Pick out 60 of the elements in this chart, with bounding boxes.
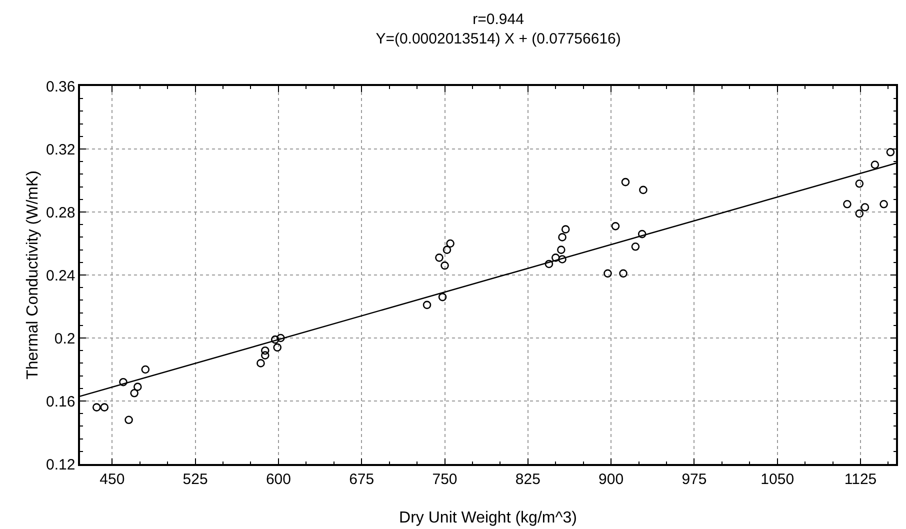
x-tick-label: 825	[515, 470, 540, 488]
point	[92, 403, 101, 412]
y-axis-title: Thermal Conductivity (W/mK)	[24, 170, 42, 380]
point	[261, 351, 270, 360]
y-tick-label: 0.12	[46, 456, 76, 474]
point	[134, 382, 142, 391]
point	[124, 416, 133, 424]
point	[611, 222, 620, 230]
point	[557, 246, 566, 254]
point	[261, 346, 270, 355]
point	[551, 254, 560, 262]
point	[604, 269, 612, 278]
point	[438, 292, 447, 302]
point	[639, 186, 648, 194]
x-tick-label: 675	[349, 470, 374, 488]
point	[442, 246, 452, 254]
point	[435, 254, 444, 262]
point	[273, 343, 282, 352]
point	[860, 203, 870, 212]
point	[446, 239, 454, 248]
point	[544, 260, 554, 268]
point	[440, 261, 449, 270]
y-tick-label: 0.32	[46, 141, 76, 158]
point	[631, 242, 640, 251]
x-tick-label: 900	[598, 470, 624, 488]
point	[886, 148, 895, 156]
y-tick-label: 0.16	[46, 393, 76, 410]
y-tick-label: 0.2	[54, 330, 76, 348]
point	[256, 359, 265, 368]
point	[130, 388, 138, 398]
y-tick-label: 0.28	[46, 204, 76, 222]
x-tick-label: 525	[182, 470, 208, 488]
y-tick-label: 0.36	[46, 78, 76, 96]
point	[270, 335, 280, 344]
point	[870, 160, 880, 169]
point	[561, 225, 570, 234]
y-tick-label: 0.24	[46, 267, 76, 284]
point	[855, 209, 864, 218]
x-tick-label: 600	[266, 470, 291, 488]
point	[558, 233, 566, 242]
point	[100, 403, 109, 412]
point	[141, 365, 150, 374]
point	[621, 178, 630, 186]
point	[422, 300, 432, 310]
chart-title: r=0.944	[472, 10, 524, 28]
point	[619, 269, 628, 278]
point	[558, 255, 566, 264]
point	[276, 334, 285, 342]
x-tick-label: 1050	[760, 470, 794, 488]
point	[843, 200, 852, 208]
point	[119, 378, 128, 386]
point	[638, 230, 646, 238]
x-tick-label: 1125	[844, 470, 877, 488]
x-tick-label: 975	[682, 470, 707, 488]
x-tick-label: 450	[100, 470, 125, 488]
x-axis-title: Dry Unit Weight (kg/m^3)	[399, 510, 577, 526]
chart-subtitle: Y=(0.0002013514) X + (0.07756616)	[376, 30, 621, 48]
x-tick-label: 750	[432, 470, 458, 488]
point	[855, 180, 864, 188]
point	[880, 200, 888, 208]
